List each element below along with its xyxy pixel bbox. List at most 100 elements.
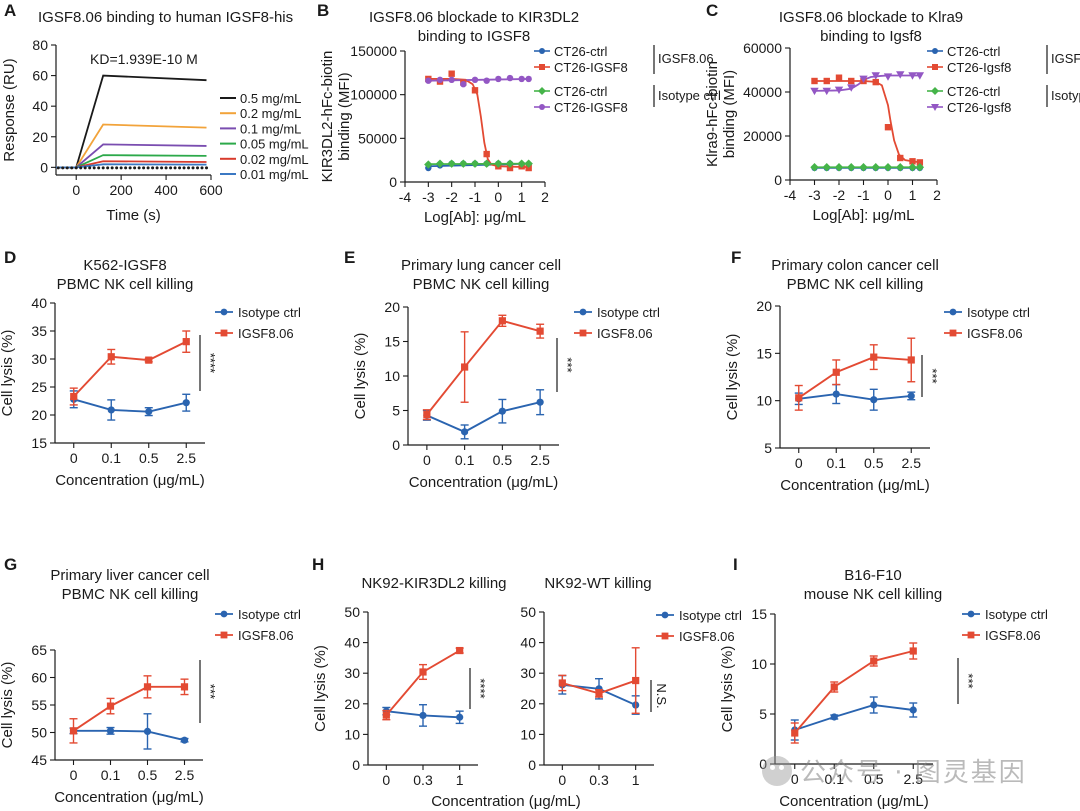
baseline-dot [79,166,83,170]
series-line [72,685,185,732]
y-axis-label: binding (MFI) [336,72,353,160]
data-point [461,428,469,436]
legend-label: Isotype ctrl [597,305,660,320]
legend-label: 0.05 mg/mL [240,137,309,152]
series-line [794,704,914,731]
data-point [847,84,856,92]
data-point [859,75,868,83]
y-tick-label: 15 [31,435,47,451]
data-point [107,353,115,361]
data-point [220,308,228,316]
data-point [106,727,115,735]
data-point [471,76,479,84]
y-tick-label: 60000 [743,40,782,56]
baseline-dot [196,166,200,170]
x-tick-label: 0.5 [493,452,513,468]
x-axis-label: Log[Ab]: μg/mL [812,207,914,224]
significance-label: N.S. [654,683,669,708]
x-tick-label: -1 [469,189,482,205]
data-point [949,329,957,337]
significance-label: *** [925,368,940,383]
baseline-dot [160,166,164,170]
baseline-dot [65,166,69,170]
series-line [794,650,914,734]
panel-f: F Primary colon cancer cell PBMC NK cell k… [724,248,1030,494]
data-point [536,398,544,406]
y-tick-label: 0 [528,757,536,773]
y-tick-label: 5 [764,440,772,456]
x-tick-label: 1 [518,189,526,205]
y-tick-label: 0 [40,159,48,175]
data-point [382,711,390,719]
data-point [795,394,803,402]
watermark-text: 公众号 · 图灵基因 [800,758,1027,788]
chart-title: binding to Igsf8 [820,28,922,45]
baseline-dot [128,166,132,170]
x-tick-label: 0 [423,452,431,468]
data-point [883,73,893,81]
chart-title: B16-F10 [844,567,902,584]
y-axis-label: binding (MFI) [721,70,738,158]
data-point [505,159,515,168]
baseline-dot [137,166,141,170]
x-tick-label: 1 [456,772,464,788]
significance-label: *** [560,357,575,372]
x-tick-label: 0.3 [413,772,433,788]
x-tick-label: -2 [445,189,458,205]
x-tick-label: 0 [795,455,803,471]
x-tick-label: -2 [833,187,846,203]
baseline-dot [101,166,105,170]
data-point [632,676,640,685]
data-point [459,159,468,168]
data-point [870,353,878,361]
y-tick-label: 15 [756,345,772,361]
data-point [908,72,917,80]
data-point [870,701,878,709]
panel-letter: D [4,248,16,267]
data-point [517,159,526,168]
data-point [871,72,880,80]
data-point [883,163,893,172]
x-tick-label: 200 [109,182,133,198]
panel-i: I B16-F10 mouse NK cell killing 0 5 10 15 0 0.1 0… [719,555,1048,810]
data-point [423,411,431,419]
data-point [539,104,545,110]
data-point [832,390,840,398]
baseline-dot [83,166,87,170]
y-tick-label: 0 [389,174,397,190]
data-point [536,327,544,335]
x-tick-label: -1 [857,187,870,203]
watermark: 公众号 · 图灵基因 [762,752,1027,789]
data-point [896,71,905,79]
data-point [870,657,878,665]
series-line [798,356,912,399]
data-point [558,679,566,687]
y-axis-label: KIR3DL2-hFc-biotin [319,51,336,183]
chart-title: Primary liver cancer cell [50,567,209,584]
data-point [539,48,545,54]
legend-label: CT26-Igsf8 [947,60,1011,75]
legend-label: CT26-ctrl [947,84,1001,99]
y-tick-label: 100000 [350,87,397,103]
data-point [931,87,939,95]
series-line [426,319,541,416]
y-tick-label: 40 [32,98,48,114]
baseline-dot [119,166,123,170]
chart-title: PBMC NK cell killing [57,276,194,293]
data-point [483,77,490,84]
data-point [834,163,844,172]
chart-title: PBMC NK cell killing [787,276,924,293]
y-tick-label: 45 [31,752,47,768]
y-tick-label: 10 [756,393,772,409]
chart-title: Primary lung cancer cell [401,257,561,274]
x-tick-label: 2.5 [530,452,550,468]
chart-title: NK92-WT killing [544,575,651,592]
x-axis-label: Concentration (μg/mL) [780,477,930,494]
data-point [69,727,78,735]
y-tick-label: 10 [344,726,360,742]
significance-label: **** [473,678,488,698]
data-point [835,74,843,81]
x-tick-label: 600 [199,182,223,198]
y-tick-label: 40000 [743,84,782,100]
data-point [483,150,490,158]
